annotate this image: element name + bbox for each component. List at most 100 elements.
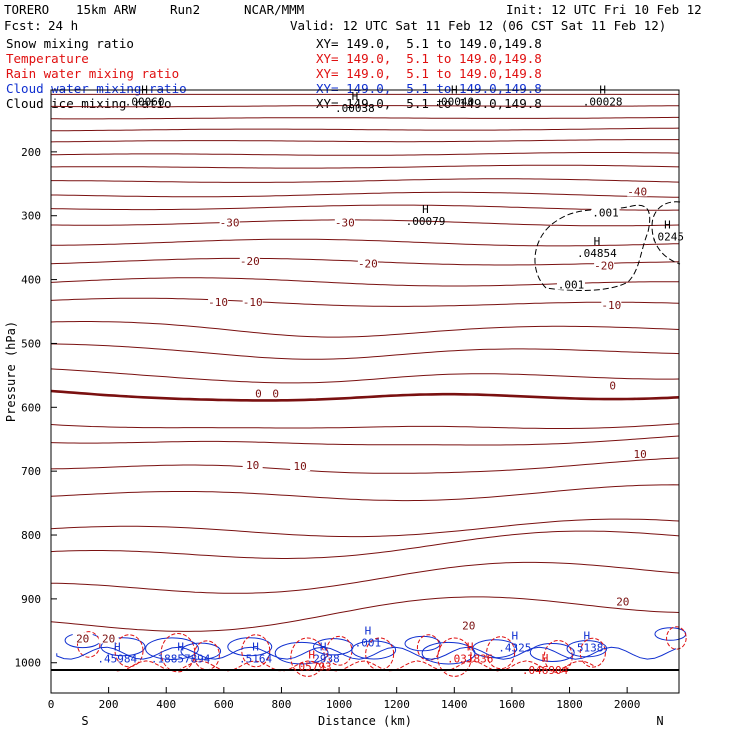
label-bg [594, 259, 615, 271]
isotherm-line [50, 321, 680, 338]
isotherm-line [50, 518, 680, 538]
y-tick-label: 200 [21, 146, 41, 159]
y-tick-label: 600 [21, 401, 41, 414]
maximum-value-label: .5138 [570, 642, 603, 655]
plot-border [50, 89, 680, 694]
temperature-label: 0 [609, 380, 616, 393]
maximum-value-label: .00040 [434, 96, 474, 109]
rain-water-contour [666, 626, 687, 650]
init-time: Init: 12 UTC Fri 10 Feb 12 [506, 2, 702, 17]
maximum-value-label: .00028 [583, 96, 623, 109]
maximum-marker: H [542, 652, 549, 665]
x-start-label: S [81, 714, 88, 728]
maximum-value-label: .2938 [307, 652, 340, 665]
temperature-label: 20 [462, 620, 475, 633]
label-bg [72, 632, 93, 644]
maximum-value-label: .4325 [498, 642, 531, 655]
field-xy-cloud-water: XY= 149.0, 5.1 to 149.0,149.8 [316, 81, 542, 96]
fcst-value: 24 h [48, 18, 79, 33]
x-tick-label: 1800 [556, 698, 583, 711]
temperature-label: -10 [243, 296, 263, 309]
isotherm-line [50, 139, 679, 143]
maximum-value-label: .001 [355, 636, 382, 649]
isotherm-line [50, 423, 680, 429]
label-bg [242, 458, 263, 470]
y-tick-label: 1000 [15, 657, 42, 670]
y-tick-label: 500 [21, 337, 41, 350]
field-legend-temperature: Temperature [6, 51, 89, 66]
x-tick-label: 1600 [499, 698, 526, 711]
field-xy-rain: XY= 149.0, 5.1 to 149.0,149.8 [316, 66, 542, 81]
maximum-marker: H [252, 640, 259, 653]
cloud-water-contour [100, 637, 146, 657]
rain-water-contour [579, 637, 606, 668]
maximum-value-label: .5164 [239, 652, 272, 665]
resolution: 15km ARW [76, 2, 137, 17]
label-bg [602, 379, 623, 391]
label-bg [601, 299, 622, 311]
snow-contour-dashed [534, 204, 651, 291]
maximum-value-label: .00060 [125, 96, 165, 109]
maximum-marker: H [352, 90, 359, 103]
rain-water-contour [486, 636, 516, 670]
rain-water-contour [437, 637, 472, 677]
isotherm-line [51, 116, 679, 120]
isotherm-line [50, 204, 679, 211]
maximum-value-label: .0245 [651, 230, 684, 243]
isotherm-line [51, 178, 680, 183]
isotherm-line [50, 127, 680, 132]
temperature-label: -20 [594, 260, 614, 273]
label-bg [630, 447, 651, 459]
label-bg [248, 387, 269, 399]
maximum-value-label: .18857894 [151, 652, 211, 665]
maximum-marker: H [467, 640, 474, 653]
x-tick-label: 1400 [441, 698, 468, 711]
label-bg [239, 255, 260, 267]
isotherm-line [50, 152, 680, 156]
maximum-marker: H [599, 84, 606, 97]
y-tick-label: 300 [21, 210, 41, 223]
label-bg [556, 278, 585, 290]
x-tick-label: 1000 [326, 698, 353, 711]
maximum-value-label: .00038 [335, 102, 375, 115]
x-tick-label: 200 [99, 698, 119, 711]
x-end-label: N [656, 714, 663, 728]
temperature-label: 10 [294, 460, 307, 473]
x-tick-label: 800 [272, 698, 292, 711]
temperature-label: 20 [616, 595, 629, 608]
cloud-water-contour [227, 637, 273, 657]
x-axis-label: Distance (km) [318, 714, 412, 728]
snow-contours [534, 201, 681, 291]
x-tick-label: 1200 [383, 698, 410, 711]
temperature-label: -10 [208, 296, 228, 309]
field-xy-snow: XY= 149.0, 5.1 to 149.0,149.8 [316, 36, 542, 51]
maximum-value-label: .04854 [577, 247, 617, 260]
rain-water-contour [114, 634, 144, 668]
temperature-label: 0 [255, 387, 262, 400]
cloud-water-contour [529, 643, 575, 663]
temperature-label: -40 [627, 185, 647, 198]
isotherm-line [50, 596, 680, 632]
temperature-label: -10 [601, 299, 621, 312]
isotherm-line [51, 105, 680, 108]
label-bg [357, 257, 378, 269]
temperature-label: -20 [358, 258, 378, 271]
label-bg [591, 206, 620, 218]
maximum-marker: H [664, 218, 671, 231]
maximum-value-label: .046904 [522, 664, 569, 677]
fcst-label: Fcst: [4, 18, 42, 33]
isotherm-line [50, 343, 680, 360]
y-tick-label: 800 [21, 529, 41, 542]
field-legend-cloud-ice: Cloud ice mixing ratio [6, 96, 172, 111]
maximum-value-label: .05793 [292, 661, 332, 674]
isotherm-line [51, 238, 680, 247]
isotherm-line [50, 530, 680, 559]
axes: 0 200 400 600 800 1000 1200 1400 1600 1800 2000200… [4, 146, 664, 728]
label-bg [612, 595, 633, 607]
rain-water-contour [290, 637, 325, 677]
isotherm-line [50, 561, 680, 594]
label-bg [98, 632, 119, 644]
cloud-water-contour [274, 641, 329, 665]
y-tick-label: 900 [21, 593, 41, 606]
